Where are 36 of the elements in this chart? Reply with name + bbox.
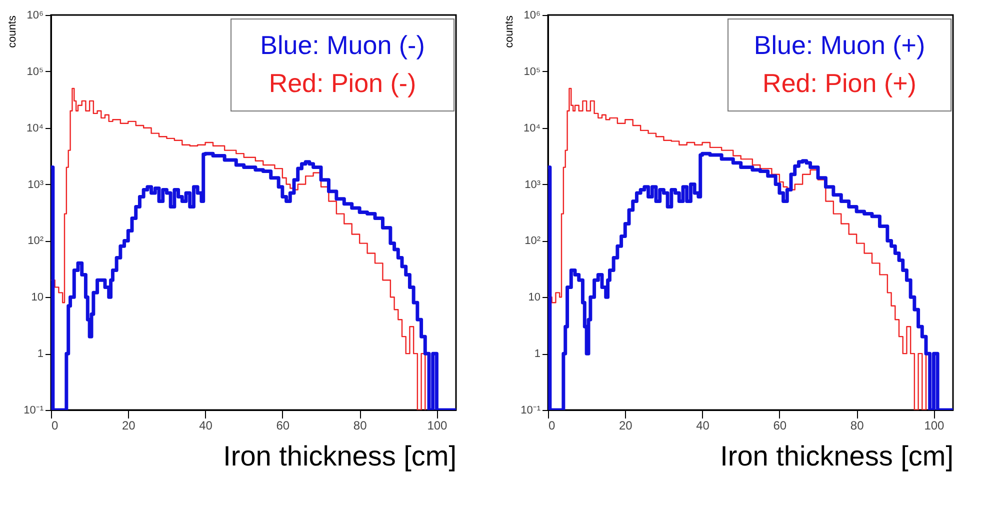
- text: Blue: Muon (+): [754, 30, 926, 60]
- x-tick-label: 40: [199, 418, 213, 432]
- x-tick-label: 80: [850, 418, 864, 432]
- x-tick-label: 20: [618, 418, 633, 432]
- text: Blue: Muon (-): [260, 30, 425, 60]
- y-tick-label: 10⁻¹: [24, 404, 44, 416]
- y-tick-label: 10⁻¹: [520, 404, 541, 416]
- text: Red: Pion (+): [762, 68, 916, 98]
- y-axis-title: counts: [504, 15, 516, 48]
- x-tick-label: 20: [122, 418, 136, 432]
- x-tick-label: 80: [353, 418, 368, 432]
- y-tick-label: 10³: [524, 178, 541, 191]
- x-tick-label: 40: [696, 418, 710, 432]
- y-tick-label: 10⁵: [26, 66, 44, 78]
- text: Red: Pion (-): [268, 68, 416, 98]
- x-tick-label: 100: [427, 418, 448, 432]
- x-tick-label: 60: [276, 418, 290, 432]
- y-tick-label: 10²: [28, 235, 44, 248]
- x-axis-title: Iron thickness [cm]: [720, 440, 954, 472]
- y-tick-label: 10⁴: [26, 122, 44, 134]
- x-tick-label: 0: [52, 418, 58, 432]
- y-tick-label: 10⁶: [524, 10, 540, 22]
- y-tick-label: 10: [31, 292, 44, 304]
- y-tick-label: 10²: [524, 235, 541, 248]
- y-tick-label: 10³: [28, 178, 44, 191]
- y-tick-label: 1: [534, 348, 540, 360]
- y-axis-title: counts: [6, 15, 19, 48]
- x-tick-label: 60: [773, 418, 787, 432]
- y-tick-label: 10⁶: [26, 10, 44, 22]
- x-tick-label: 0: [548, 418, 556, 432]
- x-tick-label: 100: [924, 418, 945, 432]
- y-tick-label: 1: [37, 348, 44, 360]
- x-axis-title: Iron thickness [cm]: [223, 440, 456, 472]
- y-tick-label: 10⁵: [524, 66, 540, 78]
- y-tick-label: 10: [528, 292, 540, 304]
- y-tick-label: 10⁴: [524, 122, 541, 134]
